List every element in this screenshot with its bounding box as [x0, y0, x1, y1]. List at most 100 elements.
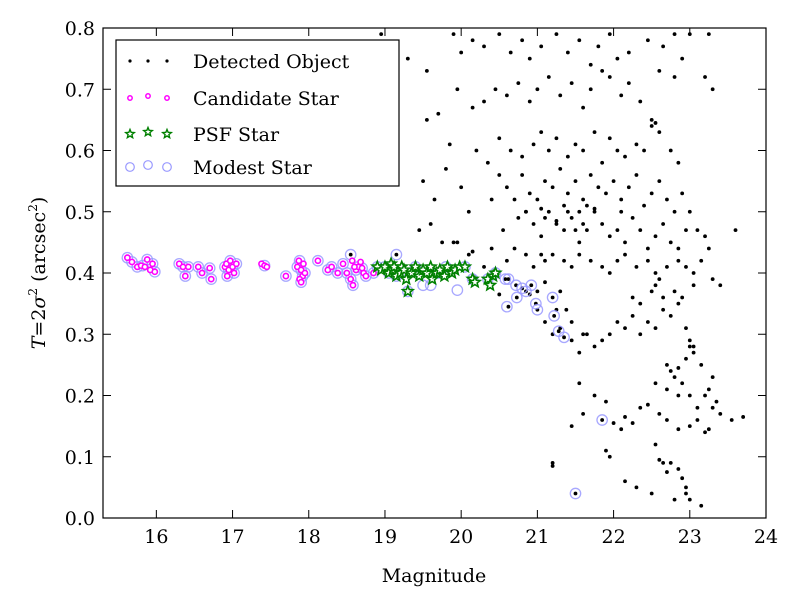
detected-object-point: [623, 415, 627, 419]
detected-object-point: [691, 271, 696, 275]
detected-object-point: [529, 283, 534, 288]
detected-object-point: [504, 258, 509, 263]
detected-object-point: [539, 206, 544, 211]
detected-object-point: [581, 105, 586, 110]
detected-object-point: [645, 258, 650, 263]
detected-object-point: [581, 148, 586, 153]
candidate-star-point: [362, 272, 370, 280]
detected-object-point: [615, 228, 620, 233]
detected-object-point: [630, 313, 635, 318]
detected-object-point: [718, 283, 723, 288]
detected-object-point: [489, 246, 494, 251]
detected-object-point: [546, 209, 551, 214]
detected-object-point: [497, 292, 502, 297]
legend-label: Modest Star: [193, 157, 313, 179]
detected-object-point: [569, 215, 574, 220]
series-candidate-star: [123, 254, 381, 289]
detected-object-point: [642, 148, 646, 153]
detected-object-point: [581, 411, 586, 416]
detected-object-point: [668, 460, 673, 465]
detected-object-point: [607, 332, 612, 337]
detected-object-point: [577, 240, 582, 245]
detected-object-point: [554, 219, 559, 223]
detected-object-point: [672, 209, 677, 214]
detected-object-point: [729, 418, 734, 422]
candidate-star-point: [357, 258, 364, 266]
detected-object-point: [562, 228, 566, 233]
detected-object-point: [520, 38, 525, 43]
detected-object-point: [527, 56, 532, 61]
modest-star-point: [546, 291, 559, 304]
candidate-star-point: [339, 260, 347, 268]
detected-object-point: [741, 415, 746, 419]
detected-object-point: [482, 44, 486, 49]
detected-object-point: [539, 234, 544, 239]
candidate-star-point: [181, 272, 189, 280]
detected-object-point: [550, 460, 555, 465]
candidate-star-point: [207, 275, 215, 283]
detected-object-point: [604, 399, 608, 404]
detected-object-point: [672, 497, 677, 502]
detected-object-point: [573, 142, 578, 147]
y-tick-label: 0.3: [65, 324, 95, 346]
detected-object-point: [695, 228, 700, 233]
x-axis: 16 17 18 19 20 21 22 23 24: [144, 28, 778, 548]
detected-object-point: [645, 402, 650, 407]
detected-object-point: [684, 264, 688, 269]
psf-star-point: [488, 265, 503, 280]
candidate-star-point: [295, 257, 303, 265]
detected-object-point: [661, 460, 666, 465]
detected-object-point: [577, 252, 582, 257]
candidate-star-point: [351, 263, 358, 271]
detected-object-point: [607, 136, 612, 141]
candidate-star-point: [314, 257, 322, 265]
detected-object-point: [466, 209, 471, 214]
detected-object-point: [699, 258, 704, 263]
detected-object-point: [649, 491, 654, 496]
detected-object-point: [550, 295, 555, 300]
y-tick-label: 0.5: [65, 202, 95, 224]
detected-object-point: [634, 264, 639, 269]
detected-object-point: [604, 448, 608, 453]
detected-object-point: [638, 301, 643, 306]
detected-object-point: [424, 68, 429, 73]
detected-object-point: [626, 185, 631, 190]
detected-object-point: [444, 166, 448, 171]
detected-object-point: [619, 427, 624, 432]
detected-object-point: [543, 320, 547, 324]
modest-star-point: [502, 273, 515, 285]
detected-object-point: [607, 234, 612, 239]
detected-object-point: [455, 240, 460, 245]
legend-marker-modest: [162, 162, 172, 172]
detected-object-point: [634, 142, 639, 147]
detected-object-point: [680, 381, 685, 386]
psf-star-point: [408, 259, 423, 274]
detected-object-point: [600, 418, 605, 422]
candidate-star-point: [300, 260, 307, 268]
detected-object-point: [676, 246, 681, 251]
detected-object-point: [676, 366, 681, 370]
candidate-star-point: [358, 264, 366, 272]
detected-object-point: [558, 289, 563, 294]
detected-object-point: [489, 197, 494, 202]
detected-object-point: [668, 240, 673, 245]
y-axis-title-close: ): [28, 197, 50, 204]
detected-object-point: [680, 191, 685, 196]
modest-star-point: [390, 248, 403, 261]
detected-object-point: [687, 497, 692, 502]
detected-object-point: [455, 87, 460, 92]
detected-object-point: [573, 491, 578, 496]
detected-object-point: [539, 130, 544, 135]
legend-box: [115, 39, 400, 187]
detected-object-point: [573, 179, 578, 184]
detected-object-point: [459, 50, 464, 55]
detected-object-point: [661, 222, 666, 226]
detected-object-point: [630, 215, 635, 220]
detected-object-point: [638, 99, 643, 104]
modest-star-point: [510, 291, 523, 304]
detected-object-point: [710, 277, 715, 282]
detected-object-point: [539, 252, 544, 257]
psf-star-point: [482, 277, 498, 292]
detected-object-point: [516, 215, 521, 220]
legend-marker-star: [123, 127, 137, 140]
